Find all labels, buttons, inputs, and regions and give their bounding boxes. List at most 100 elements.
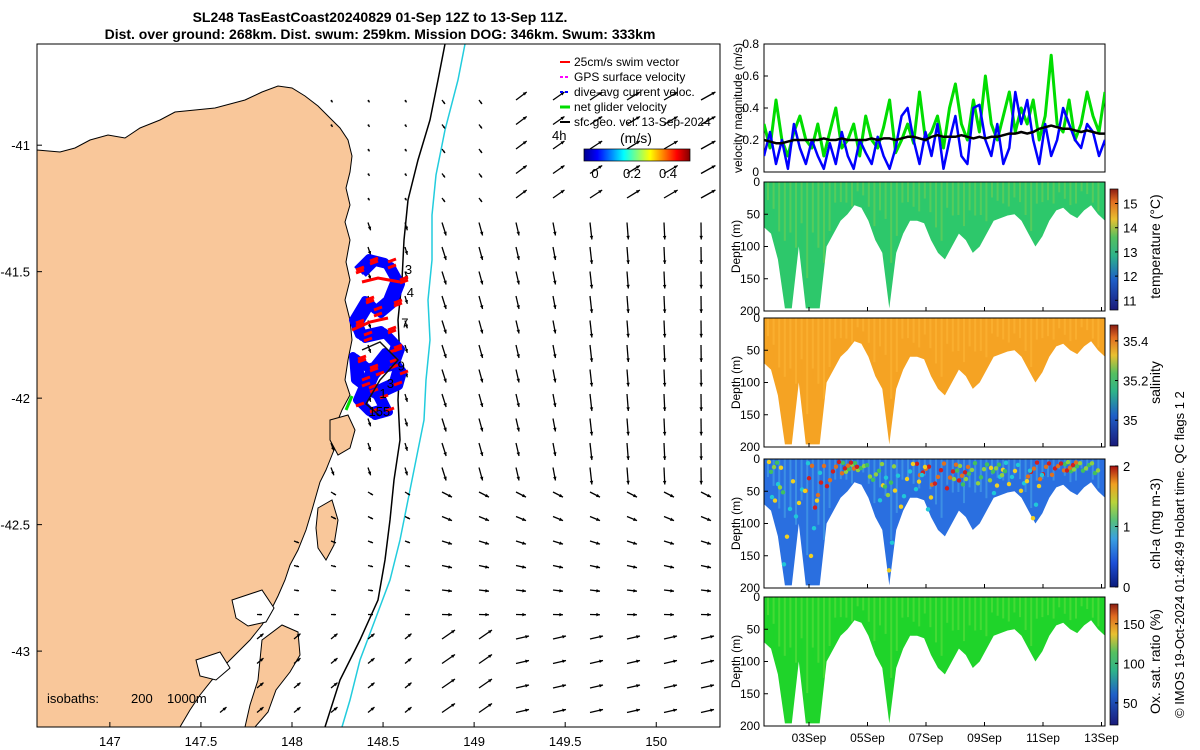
geo-velocity-arrow — [552, 467, 557, 481]
chla-sample-point — [817, 470, 823, 476]
geo-velocity-arrow — [589, 164, 603, 175]
section-colorbar — [1109, 188, 1119, 311]
geo-velocity-arrow — [589, 612, 601, 617]
chla-sample-point — [769, 494, 775, 500]
geo-velocity-arrow — [478, 589, 490, 593]
geo-velocity-arrow — [589, 140, 603, 150]
velocity-axis: 0 0.2 0.4 0.6 0.8 — [742, 37, 768, 179]
legend-dive: dive-avg current veloc. — [574, 85, 695, 99]
colorbar-tick-label: 100 — [1123, 656, 1145, 671]
chla-sample-point — [1012, 468, 1018, 474]
geo-velocity-arrow — [478, 173, 483, 178]
map-xtick-label: 149 — [463, 734, 485, 749]
geo-velocity-arrow — [404, 173, 408, 177]
geo-velocity-arrow — [589, 589, 601, 593]
section-xtick-label: 05Sep — [850, 731, 885, 745]
chla-sample-point — [843, 469, 849, 475]
geo-velocity-arrow — [552, 115, 565, 126]
geo-velocity-arrow — [441, 222, 447, 236]
geo-velocity-arrow — [626, 271, 630, 289]
geo-velocity-arrow — [552, 344, 557, 359]
geo-velocity-arrow — [478, 295, 484, 310]
geo-velocity-arrow — [441, 418, 447, 432]
geo-velocity-arrow — [330, 613, 337, 616]
geo-velocity-arrow — [515, 515, 527, 522]
chla-sample-point — [1024, 478, 1030, 484]
geo-velocity-arrow — [699, 295, 703, 314]
geo-velocity-arrow — [699, 467, 703, 485]
geo-velocity-arrow — [589, 418, 594, 436]
chla-sample-point — [886, 568, 892, 573]
section-ytick-label: 50 — [747, 207, 761, 221]
map-legend: 25cm/s swim vector GPS surface velocity … — [552, 55, 711, 181]
geo-velocity-arrow — [478, 467, 484, 481]
swim-vector-segment — [355, 401, 365, 408]
chla-sample-point — [922, 464, 928, 470]
geo-velocity-arrow — [367, 613, 374, 616]
geo-velocity-arrow — [404, 467, 408, 476]
velocity-series-line — [764, 124, 1105, 145]
section-ylabel: Depth (m) — [729, 356, 743, 409]
chla-sample-point — [950, 469, 956, 474]
chla-sample-point — [981, 466, 987, 472]
legend-time: 4h — [552, 128, 566, 143]
chla-sample-point — [784, 534, 790, 539]
geo-velocity-arrow — [515, 164, 528, 175]
swim-vector-segment — [385, 406, 395, 413]
legend-gps: GPS surface velocity — [574, 70, 685, 84]
geo-velocity-arrow — [663, 140, 679, 150]
chla-sample-point — [818, 480, 824, 485]
swim-vector-segment — [399, 275, 409, 282]
chla-sample-point — [1027, 468, 1033, 473]
section-field — [764, 318, 1105, 445]
isobath-note: isobaths: 200 1000m — [47, 691, 207, 706]
geo-velocity-arrow — [663, 164, 679, 175]
geo-velocity-arrow — [367, 589, 374, 592]
chla-sample-point — [990, 469, 996, 474]
geo-velocity-arrow — [441, 540, 453, 545]
land-schouten-island — [329, 414, 356, 456]
chla-sample-point — [854, 464, 860, 470]
velocity-ytick-label: 0 — [752, 165, 759, 179]
geo-velocity-arrow — [367, 222, 372, 231]
geo-velocity-arrow — [700, 708, 715, 714]
swim-vector-segment — [393, 343, 403, 350]
chla-sample-point — [965, 464, 971, 470]
geo-velocity-arrow — [626, 491, 638, 498]
geo-velocity-arrow — [515, 491, 527, 498]
section-ytick-label: 150 — [740, 549, 760, 563]
geo-velocity-arrow — [626, 295, 630, 314]
swim-vector-segment — [387, 328, 397, 335]
geo-velocity-arrow — [367, 706, 375, 713]
chla-sample-point — [821, 463, 827, 469]
geo-velocity-arrow — [441, 467, 447, 481]
geo-velocity-arrow — [404, 613, 411, 616]
geo-velocity-arrow — [441, 393, 447, 408]
geo-velocity-arrow — [404, 682, 412, 689]
chla-sample-point — [772, 498, 778, 503]
chla-sample-point — [1037, 476, 1043, 482]
chla-sample-point — [972, 460, 978, 466]
imos-credit: © IMOS 19-Oct-2024 01:48:49 Hobart time.… — [1172, 391, 1187, 718]
net-track-line — [361, 341, 400, 417]
geo-velocity-arrow — [330, 706, 338, 713]
chla-sample-point — [877, 498, 883, 503]
isobath-1000m — [341, 44, 466, 727]
section-ylabel: Depth (m) — [729, 635, 743, 688]
chla-sample-point — [956, 478, 962, 483]
chla-sample-point — [913, 486, 919, 492]
section-ytick-label: 50 — [747, 622, 761, 636]
geo-velocity-arrow — [662, 393, 667, 412]
section-colorbar — [1109, 324, 1119, 447]
geo-velocity-arrow — [478, 564, 490, 569]
chla-sample-point — [988, 465, 994, 471]
geo-velocity-arrow — [589, 115, 603, 126]
geo-velocity-arrow — [700, 564, 712, 569]
chla-sample-point — [1095, 468, 1101, 473]
geo-velocity-arrow — [367, 344, 372, 354]
chart-title-line1: SL248 TasEastCoast20240829 01-Sep 12Z to… — [192, 9, 568, 25]
geo-velocity-arrow — [663, 564, 675, 569]
chla-sample-point — [966, 471, 972, 476]
chla-sample-point — [963, 476, 969, 482]
